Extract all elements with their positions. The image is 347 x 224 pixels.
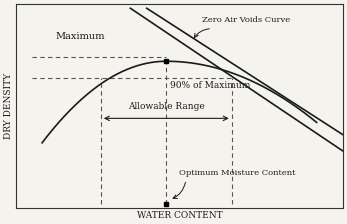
- Text: 90% of Maximum: 90% of Maximum: [170, 81, 250, 90]
- Text: Allowable Range: Allowable Range: [128, 102, 205, 111]
- Text: Optimum Moisture Content: Optimum Moisture Content: [179, 169, 296, 177]
- Y-axis label: DRY DENSITY: DRY DENSITY: [4, 73, 13, 139]
- Text: Zero Air Voids Curve: Zero Air Voids Curve: [202, 17, 290, 24]
- Text: Maximum: Maximum: [55, 32, 105, 41]
- X-axis label: WATER CONTENT: WATER CONTENT: [137, 211, 222, 220]
